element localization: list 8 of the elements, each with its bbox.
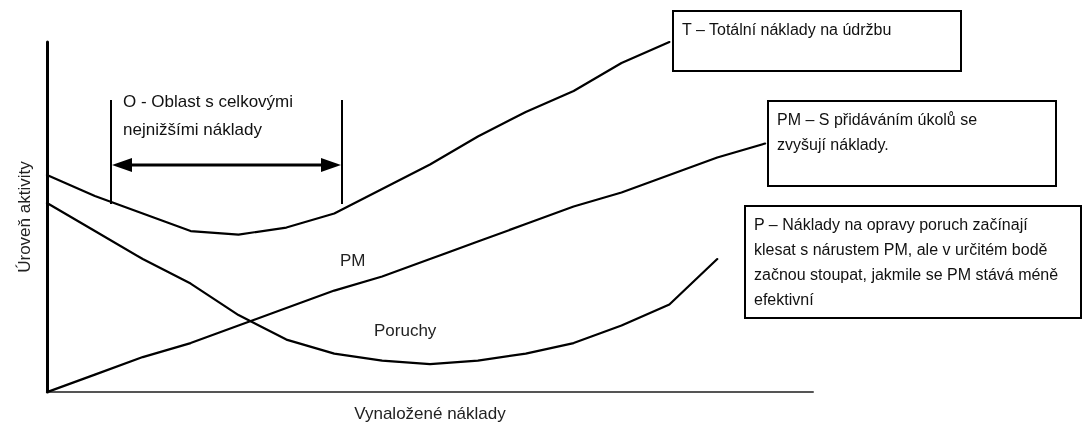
series-label: Poruchy — [374, 321, 437, 340]
series-label: PM — [340, 251, 366, 270]
annotation: PM – S přidáváním úkolů se zvyšují náklady. — [767, 100, 1057, 187]
annotation: P – Náklady na opravy poruch začínají klesat s nárustem PM, ale v určitém bodě začnou stoupat, jakmile se PM stává méně efektivní — [744, 205, 1082, 319]
annotation: O - Oblast s celkovými nejnižšími náklady — [123, 91, 295, 141]
x-axis-title: Vynaložené náklady — [354, 404, 507, 423]
text: T – Totální náklady na údržbu — [672, 10, 962, 72]
y-axis-title: Úroveň aktivity — [15, 160, 34, 273]
